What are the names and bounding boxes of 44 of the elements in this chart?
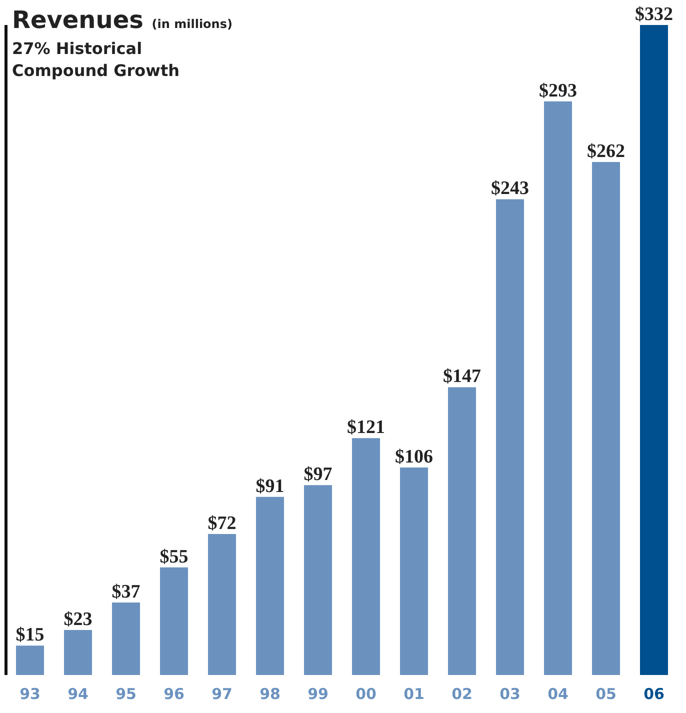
data-label: $332 xyxy=(635,4,673,25)
bar xyxy=(640,25,668,675)
x-tick-label: 98 xyxy=(260,685,280,703)
bar xyxy=(256,496,284,675)
x-tick-label: 96 xyxy=(164,685,184,703)
bar xyxy=(352,438,380,675)
bar xyxy=(208,534,236,675)
x-tick-label: 01 xyxy=(404,685,424,703)
x-tick-label: 04 xyxy=(548,685,568,703)
bar xyxy=(592,162,620,675)
bar xyxy=(496,199,524,675)
x-tick-label: 99 xyxy=(308,685,328,703)
data-label: $91 xyxy=(256,476,284,497)
data-label: $72 xyxy=(208,513,236,534)
bar xyxy=(448,387,476,675)
chart-title: Revenues (in millions) xyxy=(12,6,232,36)
bar xyxy=(304,485,332,675)
bar xyxy=(544,101,572,675)
x-tick-label: 03 xyxy=(500,685,520,703)
data-label: $121 xyxy=(347,417,385,438)
bar xyxy=(400,467,428,675)
text: 27% Historical Compound Growth xyxy=(12,38,180,82)
data-label: $243 xyxy=(491,178,529,200)
data-label: $293 xyxy=(539,80,577,102)
data-label: $23 xyxy=(64,608,92,630)
bar xyxy=(16,646,44,675)
data-label: $37 xyxy=(112,582,141,603)
x-tick-label: 97 xyxy=(212,685,232,703)
data-label: $97 xyxy=(304,464,333,486)
data-label: $106 xyxy=(395,446,433,468)
x-tick-label: 02 xyxy=(452,685,472,703)
data-label: $15 xyxy=(16,624,44,646)
data-label: $262 xyxy=(587,141,625,162)
bar xyxy=(160,567,188,675)
x-tick-label: 00 xyxy=(356,685,376,703)
x-tick-label: 95 xyxy=(116,685,136,703)
data-label: $55 xyxy=(160,546,188,568)
bar xyxy=(64,630,92,675)
x-tick-label: 94 xyxy=(68,685,88,703)
x-tick-label: 06 xyxy=(644,685,664,703)
x-tick-label: 05 xyxy=(596,685,616,703)
bar xyxy=(112,602,140,675)
data-label: $147 xyxy=(443,366,482,388)
x-tick-label: 93 xyxy=(20,685,40,703)
